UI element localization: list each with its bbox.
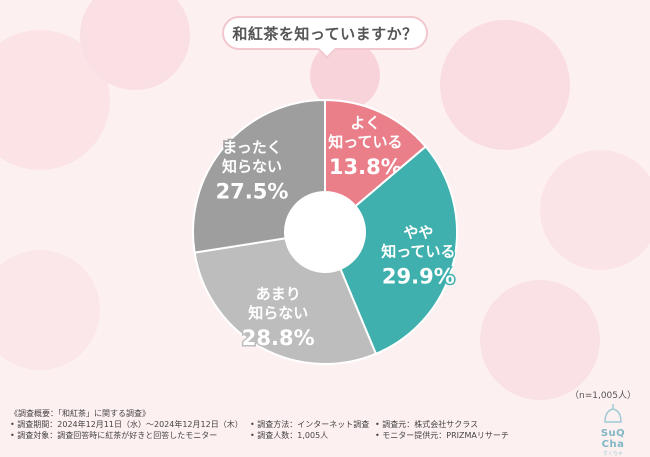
- slice-value-label: 28.8%: [242, 326, 315, 350]
- teapot-icon: [604, 404, 622, 423]
- slice-category-label: よく: [350, 114, 380, 132]
- slice-category-label: あまり: [256, 285, 301, 303]
- slice-category-label: 知らない: [248, 304, 308, 322]
- footer-count: • 調査人数：1,005人: [250, 431, 329, 440]
- footer-method: • 調査方法：インターネット調査: [250, 420, 370, 429]
- sample-size-note: （n=1,005人）: [569, 391, 636, 401]
- slice-value-label: 29.9%: [382, 264, 455, 288]
- footer-overview: 《調査概要：「和紅茶」に関する調査》: [10, 409, 150, 418]
- slice-category-label: 知らない: [222, 158, 282, 176]
- background-decoration: [440, 20, 570, 150]
- footer-period: • 調査期間：2024年12月11日（水）〜2024年12月12日（木）: [10, 420, 243, 429]
- background-decoration: [480, 280, 600, 400]
- donut-hole: [285, 192, 365, 272]
- footer-provider: • モニター提供元：PRIZMAリサーチ: [375, 431, 509, 440]
- slice-category-label: やや: [403, 223, 433, 241]
- footer-target: • 調査対象：調査回答時に紅茶が好きと回答したモニター: [10, 431, 218, 440]
- background-decoration: [0, 250, 100, 370]
- slice-value-label: 13.8%: [329, 155, 402, 179]
- logo-name: SuQ Cha: [600, 428, 626, 450]
- donut-chart: よく知っている13.8%やや知っている29.9%あまり知らない28.8%まったく…: [192, 98, 458, 365]
- chart-title: 和紅茶を知っていますか？: [222, 16, 428, 50]
- footer-org: • 調査元：株式会社サクラス: [375, 420, 479, 429]
- survey-footer: 《調査概要：「和紅茶」に関する調査》 • 調査期間：2024年12月11日（水）…: [10, 408, 535, 441]
- brand-logo: SuQ Cha すくちゃ: [588, 402, 638, 457]
- background-decoration: [540, 150, 650, 270]
- logo-sub: すくちゃ: [602, 451, 623, 457]
- background-decoration: [80, 0, 190, 90]
- slice-value-label: 27.5%: [216, 180, 289, 204]
- slice-category-label: まったく: [222, 139, 281, 157]
- slice-category-label: 知っている: [381, 242, 455, 260]
- slice-category-label: 知っている: [328, 133, 402, 151]
